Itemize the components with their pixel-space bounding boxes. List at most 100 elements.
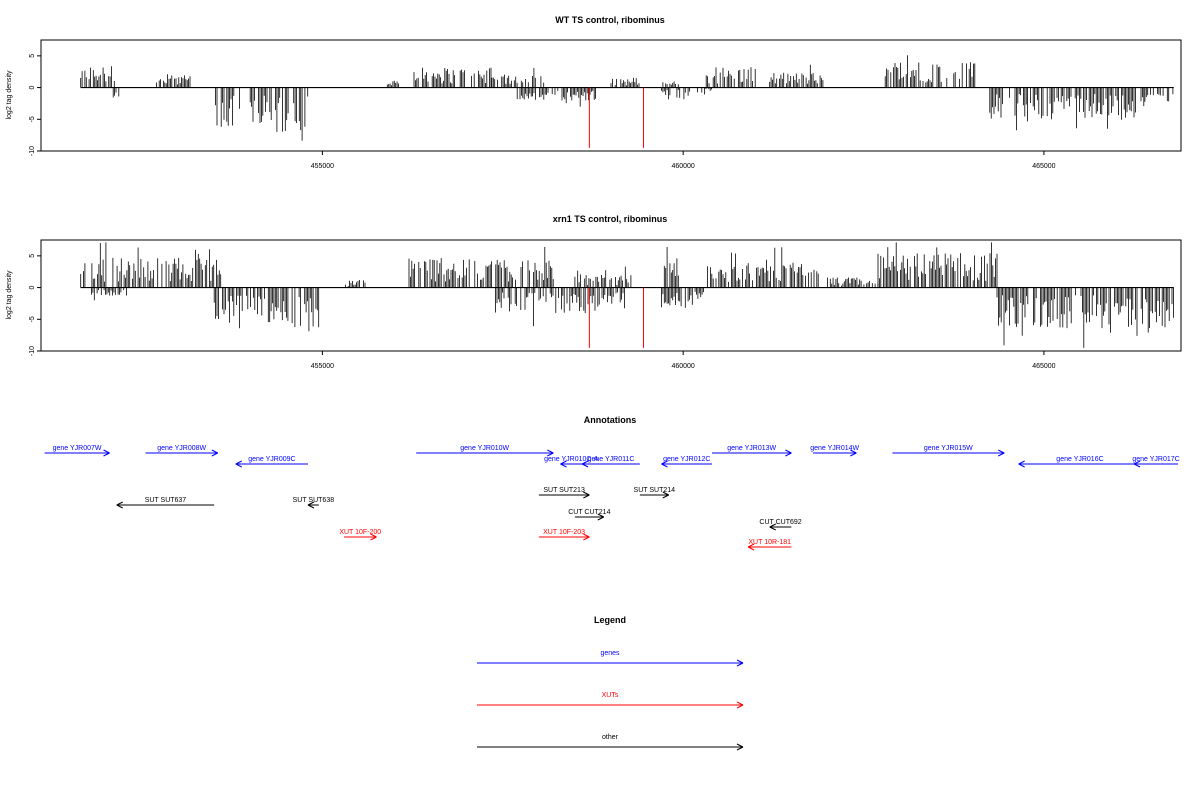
arrow-head bbox=[736, 746, 744, 751]
y-axis-label-xrn1: log2 tag density bbox=[6, 270, 13, 320]
track-wt: WT TS control, ribominus log2 tag densit… bbox=[6, 15, 1182, 170]
arrow-head bbox=[370, 533, 377, 538]
legend-title: Legend bbox=[594, 615, 626, 625]
y-tick-label: 0 bbox=[29, 286, 36, 290]
x-tick-label: 455000 bbox=[311, 163, 334, 170]
feature-cut-cut692: CUT CUT692 bbox=[759, 519, 802, 531]
arrow-head bbox=[998, 452, 1005, 457]
feature-gene-yjr010c-a: gene YJR010C-A bbox=[544, 456, 599, 468]
feature-label: gene YJR008W bbox=[157, 445, 206, 452]
legend-item-xut: XUTs bbox=[477, 692, 744, 709]
arrow-head bbox=[211, 452, 218, 457]
feature-cut-cut214: CUT CUT214 bbox=[568, 509, 611, 521]
feature-xut-10r-181: XUT 10R-181 bbox=[747, 539, 792, 551]
arrow-head bbox=[597, 516, 605, 521]
legend-item-other: other bbox=[477, 734, 744, 751]
markers-xrn1 bbox=[588, 287, 644, 348]
y-tick-label: -5 bbox=[29, 116, 36, 122]
x-tick-label: 455000 bbox=[311, 363, 334, 370]
y-tick-label: 5 bbox=[29, 254, 36, 258]
feature-label: gene YJR013W bbox=[727, 445, 776, 452]
arrow-head bbox=[211, 449, 218, 454]
legend-label: other bbox=[602, 734, 619, 741]
arrow-head bbox=[597, 513, 605, 518]
feature-label: gene YJR014W bbox=[810, 445, 859, 452]
arrow-head bbox=[307, 501, 315, 506]
arrow-head bbox=[581, 463, 589, 468]
feature-label: SUT SUT213 bbox=[543, 487, 585, 494]
feature-sut-sut637: SUT SUT637 bbox=[116, 497, 215, 509]
arrow-head bbox=[850, 449, 857, 454]
arrow-head bbox=[307, 504, 315, 509]
feature-gene-yjr017c: gene YJR017C bbox=[1132, 456, 1180, 468]
arrow-head bbox=[736, 659, 744, 664]
feature-label: XUT 10R-181 bbox=[748, 539, 791, 546]
legend-label: XUTs bbox=[602, 692, 619, 699]
bars-wt bbox=[80, 55, 1174, 141]
arrow-head bbox=[103, 449, 110, 454]
x-ticks-xrn1: 455000 460000 465000 bbox=[311, 351, 1056, 370]
x-tick-label: 465000 bbox=[1032, 163, 1055, 170]
arrow-head bbox=[747, 546, 755, 551]
arrow-head bbox=[736, 662, 744, 667]
feature-gene-yjr012c: gene YJR012C bbox=[661, 456, 713, 468]
track-title-wt: WT TS control, ribominus bbox=[555, 15, 665, 25]
arrow-head bbox=[662, 494, 669, 499]
feature-label: gene YJR015W bbox=[924, 445, 973, 452]
arrow-head bbox=[235, 460, 243, 465]
x-tick-label: 460000 bbox=[671, 363, 694, 370]
legend-items: genes XUTs other bbox=[477, 650, 744, 751]
bars-xrn1 bbox=[80, 242, 1174, 348]
feature-gene-yjr009c: gene YJR009C bbox=[235, 456, 308, 468]
feature-sut-sut213: SUT SUT213 bbox=[538, 487, 590, 499]
arrow-head bbox=[736, 701, 744, 706]
y-tick-label: -10 bbox=[29, 146, 36, 156]
feature-label: gene YJR017C bbox=[1132, 456, 1179, 463]
arrow-head bbox=[785, 449, 792, 454]
feature-label: gene YJR009C bbox=[248, 456, 295, 463]
arrow-head bbox=[581, 460, 589, 465]
track-title-xrn1: xrn1 TS control, ribominus bbox=[553, 214, 668, 224]
arrow-head bbox=[583, 536, 590, 541]
y-tick-label: 0 bbox=[29, 86, 36, 90]
feature-label: gene YJR011C bbox=[588, 456, 635, 463]
feature-label: SUT SUT638 bbox=[293, 497, 335, 504]
track-xrn1: xrn1 TS control, ribominus log2 tag dens… bbox=[6, 214, 1182, 370]
arrow-head bbox=[661, 463, 668, 468]
feature-list: gene YJR007W gene YJR008W gene YJR009C gene… bbox=[44, 445, 1180, 551]
feature-label: SUT SUT637 bbox=[145, 497, 187, 504]
y-tick-label: -5 bbox=[29, 316, 36, 322]
arrow-head bbox=[583, 533, 590, 538]
arrow-head bbox=[547, 449, 554, 454]
feature-label: SUT SUT214 bbox=[634, 487, 676, 494]
arrow-head bbox=[769, 526, 776, 531]
y-tick-label: -10 bbox=[29, 346, 36, 356]
arrow-head bbox=[736, 704, 744, 709]
feature-gene-yjr007w: gene YJR007W bbox=[44, 445, 110, 457]
annotations-panel: Annotations gene YJR007W gene YJR008Wgene… bbox=[44, 415, 1180, 551]
markers-wt bbox=[588, 87, 644, 148]
feature-label: CUT CUT692 bbox=[759, 519, 801, 526]
feature-gene-yjr013w: gene YJR013W bbox=[712, 445, 792, 457]
feature-gene-yjr011c: gene YJR011C bbox=[581, 456, 640, 468]
x-ticks-wt: 455000 460000 465000 bbox=[311, 151, 1056, 170]
y-ticks-wt: 5 0 -5 -10 bbox=[29, 54, 41, 156]
arrow-head bbox=[116, 504, 123, 509]
arrow-head bbox=[850, 452, 857, 457]
legend-label: genes bbox=[600, 650, 620, 657]
arrow-head bbox=[747, 543, 755, 548]
feature-gene-yjr014w: gene YJR014W bbox=[810, 445, 860, 457]
feature-label: gene YJR010W bbox=[460, 445, 509, 452]
arrow-head bbox=[583, 494, 590, 499]
arrow-head bbox=[560, 463, 567, 468]
arrow-head bbox=[736, 743, 744, 748]
feature-xut-10f-200: XUT 10F-200 bbox=[339, 529, 381, 541]
arrow-head bbox=[1018, 460, 1025, 465]
y-axis-label-wt: log2 tag density bbox=[6, 70, 13, 120]
arrow-head bbox=[560, 460, 567, 465]
feature-label: gene YJR016C bbox=[1056, 456, 1103, 463]
arrow-head bbox=[547, 452, 554, 457]
arrow-head bbox=[998, 449, 1005, 454]
feature-label: XUT 10F-200 bbox=[339, 529, 381, 536]
